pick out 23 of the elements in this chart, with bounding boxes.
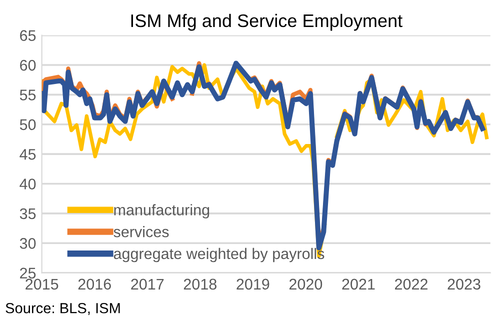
legend-label: services [114, 226, 169, 238]
y-tick-label: 35 [20, 208, 36, 220]
y-tick-label: 55 [20, 90, 36, 100]
y-tick-label: 45 [20, 149, 36, 160]
x-tick-label: 2017 [131, 278, 164, 290]
x-tick-label: 2021 [342, 278, 375, 290]
y-tick-label: 40 [20, 178, 36, 190]
x-tick-label: 2022 [395, 278, 428, 290]
y-tick-label: 25 [20, 268, 36, 279]
chart-title: ISM Mfg and Service Employment [131, 14, 402, 31]
legend-label: manufacturing [114, 204, 210, 218]
legend-label: aggregate weighted by payrolls [114, 248, 324, 262]
y-tick-label: 50 [20, 119, 36, 130]
x-tick-label: 2023 [448, 278, 480, 290]
y-tick-label: 60 [20, 60, 36, 71]
source-note: Source: BLS, ISM [6, 302, 120, 316]
x-tick-label: 2020 [289, 278, 322, 290]
y-tick-label: 65 [20, 30, 36, 41]
x-tick-label: 2015 [26, 278, 58, 290]
x-tick-label: 2019 [236, 278, 270, 290]
x-tick-label: 2018 [184, 278, 216, 290]
y-tick-label: 30 [20, 238, 36, 249]
x-tick-label: 2016 [78, 278, 111, 290]
